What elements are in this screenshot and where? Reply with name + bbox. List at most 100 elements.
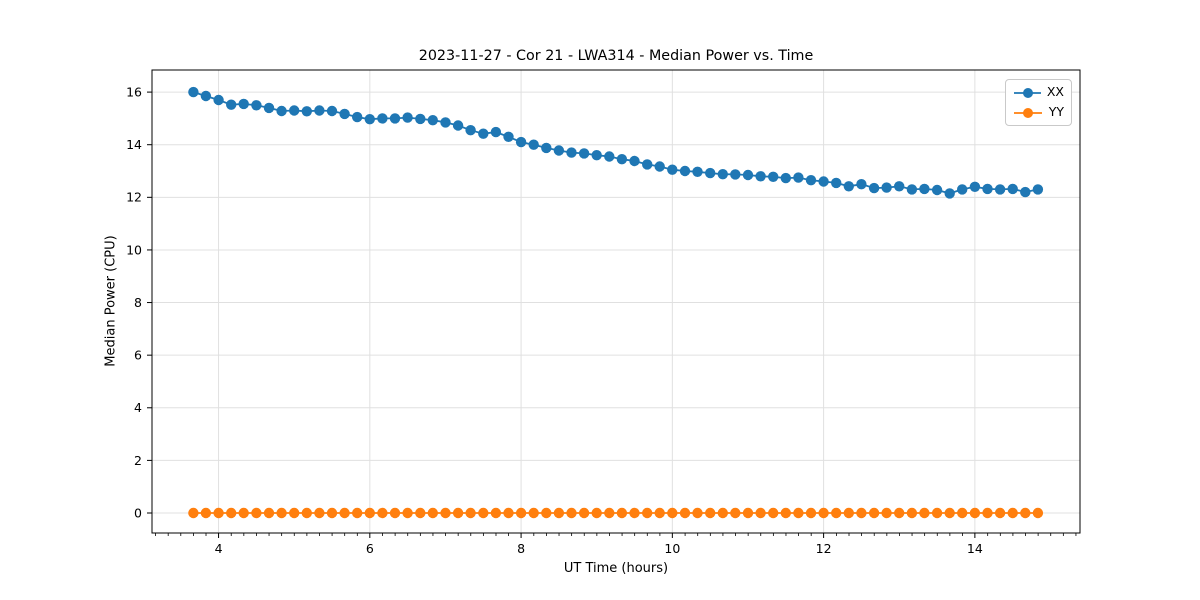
y-tick-label: 4 xyxy=(134,400,142,415)
data-point-marker xyxy=(200,90,212,102)
data-point-marker xyxy=(642,159,653,170)
legend: XX YY xyxy=(1005,79,1072,126)
data-point-marker xyxy=(415,113,426,125)
data-point-marker xyxy=(364,114,375,125)
data-point-marker xyxy=(465,125,476,136)
data-point-marker xyxy=(478,507,489,519)
data-point-marker xyxy=(226,99,237,110)
data-point-marker xyxy=(377,113,388,124)
data-point-marker xyxy=(793,172,804,183)
data-point-marker xyxy=(982,183,993,195)
data-point-marker xyxy=(1032,507,1044,519)
data-point-marker xyxy=(768,171,779,182)
data-point-marker xyxy=(440,117,451,128)
data-point-marker xyxy=(629,507,640,519)
x-tick-label: 12 xyxy=(816,541,832,556)
data-point-marker xyxy=(301,507,312,519)
x-tick-label: 6 xyxy=(366,541,374,556)
data-point-marker xyxy=(805,175,817,186)
data-point-marker xyxy=(906,184,918,195)
data-point-marker xyxy=(377,507,388,519)
data-point-marker xyxy=(1020,186,1031,198)
legend-line-sample-icon xyxy=(1014,87,1041,98)
legend-label-xx: XX xyxy=(1046,84,1064,100)
data-point-marker xyxy=(515,507,527,519)
data-point-marker xyxy=(1007,507,1018,519)
data-point-marker xyxy=(314,507,325,519)
data-point-marker xyxy=(831,177,842,189)
data-point-marker xyxy=(604,151,615,162)
data-point-marker xyxy=(251,100,262,111)
data-point-marker xyxy=(263,102,275,114)
data-point-marker xyxy=(389,113,401,124)
data-point-marker xyxy=(541,142,552,154)
data-point-marker xyxy=(452,120,464,131)
data-point-marker xyxy=(352,507,363,519)
data-point-marker xyxy=(289,507,300,519)
data-point-marker xyxy=(591,507,602,519)
data-point-marker xyxy=(654,161,665,172)
legend-entry-xx: XX xyxy=(1013,84,1064,101)
data-point-marker xyxy=(667,507,678,519)
data-point-marker xyxy=(818,176,829,187)
data-point-marker xyxy=(755,507,766,519)
data-point-marker xyxy=(200,507,212,519)
data-point-marker xyxy=(604,507,615,519)
data-point-marker xyxy=(831,507,842,519)
data-point-marker xyxy=(856,507,867,519)
data-point-marker xyxy=(730,507,741,519)
data-point-marker xyxy=(919,183,930,195)
data-point-marker xyxy=(793,507,804,519)
data-point-marker xyxy=(780,507,791,519)
data-point-marker xyxy=(692,507,703,519)
data-point-marker xyxy=(503,131,514,142)
data-point-marker xyxy=(553,145,565,156)
data-point-marker xyxy=(969,181,981,192)
data-point-marker xyxy=(1032,184,1044,195)
x-axis: 4 6 8 10 12 14 xyxy=(215,533,983,556)
data-point-marker xyxy=(339,108,350,120)
data-point-marker xyxy=(1007,183,1018,195)
data-point-marker xyxy=(490,126,502,138)
data-point-marker xyxy=(818,507,829,519)
grid-lines xyxy=(152,70,1080,533)
legend-line-sample-icon xyxy=(1014,107,1042,118)
data-point-marker xyxy=(742,169,754,181)
data-point-marker xyxy=(352,111,363,123)
chart-title: 2023-11-27 - Cor 21 - LWA314 - Median Po… xyxy=(418,48,814,64)
data-point-marker xyxy=(213,507,224,519)
data-point-marker xyxy=(805,507,817,519)
data-point-marker xyxy=(541,507,552,519)
data-point-marker xyxy=(856,179,867,190)
data-point-marker xyxy=(944,188,955,199)
data-point-marker xyxy=(364,507,375,519)
data-point-marker xyxy=(326,507,338,519)
data-point-marker xyxy=(276,105,287,117)
data-point-marker xyxy=(868,507,880,519)
data-point-marker xyxy=(906,507,918,519)
data-point-marker xyxy=(881,507,892,519)
data-point-marker xyxy=(843,181,854,192)
data-point-marker xyxy=(843,507,854,519)
y-axis: 0 2 4 6 8 10 12 14 16 xyxy=(126,84,152,520)
data-point-marker xyxy=(465,507,476,519)
y-tick-label: 10 xyxy=(126,242,142,257)
data-point-marker xyxy=(528,139,539,150)
data-point-marker xyxy=(629,155,640,167)
data-point-marker xyxy=(717,507,728,519)
data-point-marker xyxy=(402,507,413,519)
x-tick-label: 10 xyxy=(664,541,680,556)
plot-border xyxy=(151,69,1081,534)
data-point-marker xyxy=(931,184,943,196)
data-point-marker xyxy=(616,154,628,165)
data-point-marker xyxy=(289,105,300,116)
data-point-marker xyxy=(415,507,426,519)
y-tick-label: 6 xyxy=(134,348,142,363)
data-point-marker xyxy=(780,172,791,184)
data-point-marker xyxy=(957,184,968,195)
data-point-marker xyxy=(326,105,338,117)
y-tick-label: 12 xyxy=(126,190,142,205)
data-point-marker xyxy=(679,507,691,519)
data-point-marker xyxy=(705,167,716,179)
data-point-marker xyxy=(730,169,741,180)
